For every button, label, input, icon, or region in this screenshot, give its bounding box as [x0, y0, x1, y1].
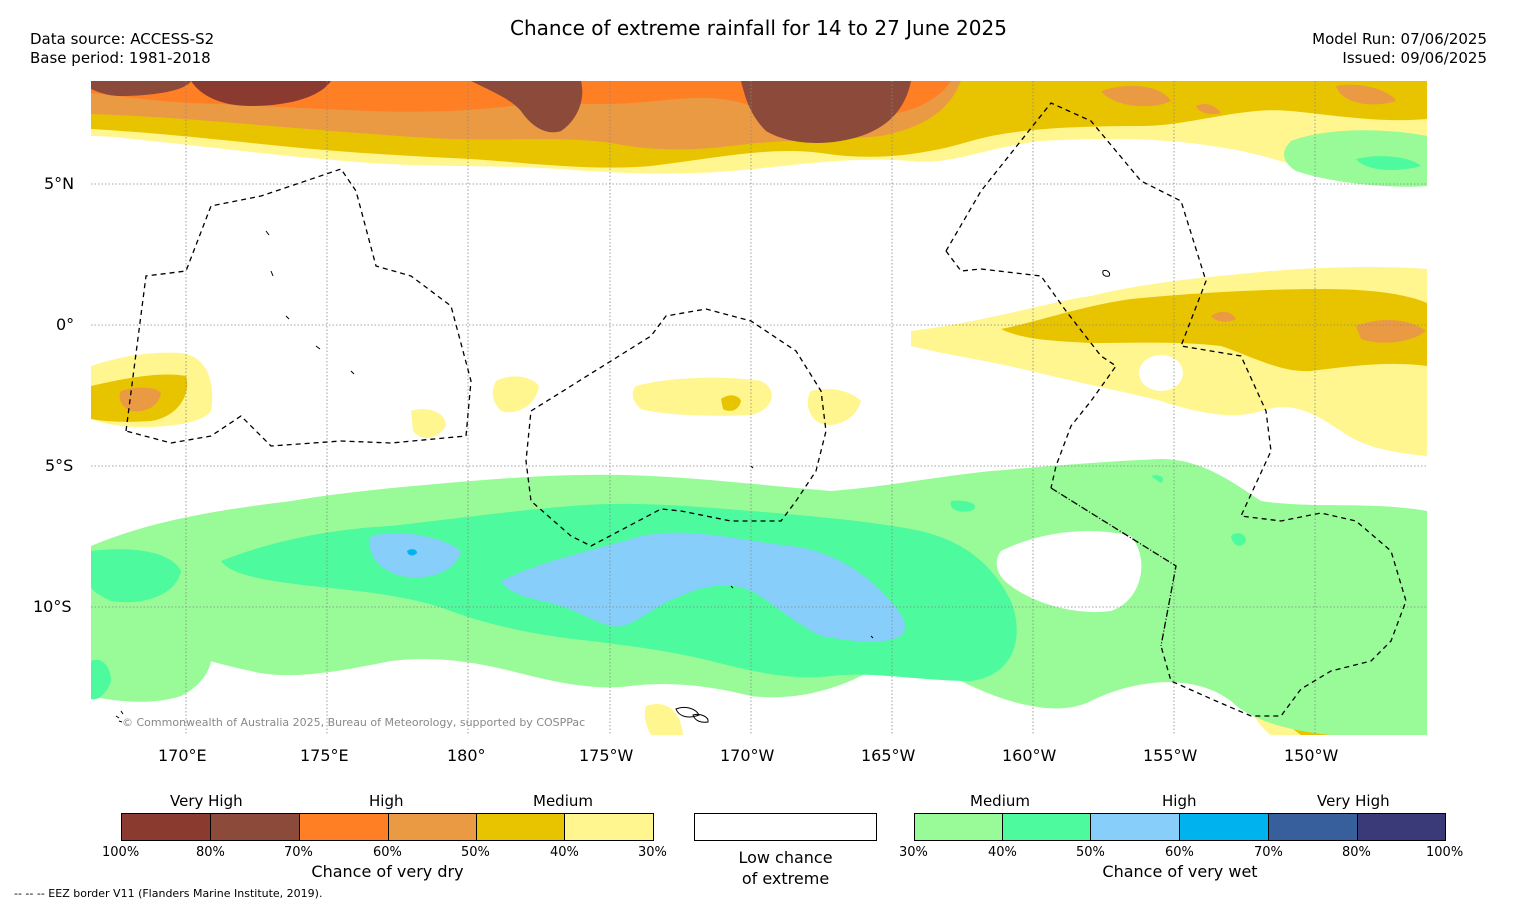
wet-category-very-high: Very High — [1317, 792, 1390, 810]
map-title: Chance of extreme rainfall for 14 to 27 … — [510, 16, 1007, 40]
lat-label-10s: 10°S — [33, 597, 72, 616]
wet-colorbar — [914, 813, 1446, 841]
wet-swatch-4 — [1180, 814, 1269, 840]
wet-tick-70: 70% — [1254, 845, 1283, 860]
lat-label-5s: 5°S — [45, 456, 74, 475]
wet-tick-50: 50% — [1076, 845, 1105, 860]
eez-footnote: -- -- -- EEZ border V11 (Flanders Marine… — [14, 887, 323, 900]
lon-label-170w: 170°W — [720, 746, 775, 765]
dry-swatch-4 — [389, 814, 477, 840]
lon-label-170e: 170°E — [158, 746, 207, 765]
dry-band-north — [91, 81, 1427, 182]
lat-label-0: 0° — [56, 315, 75, 334]
wet-swatch-3 — [1091, 814, 1180, 840]
wet-swatch-6 — [1358, 814, 1445, 840]
lat-label-5n: 5°N — [44, 174, 75, 193]
lon-label-165w: 165°W — [861, 746, 916, 765]
neutral-caption-line2: of extreme — [741, 869, 830, 888]
wet-swatch-5 — [1269, 814, 1358, 840]
wet-patch-northeast — [1284, 130, 1427, 187]
islands — [115, 230, 1110, 723]
eez-borders — [125, 102, 1407, 717]
wet-tick-60: 60% — [1165, 845, 1194, 860]
run-info: Model Run: 07/06/2025 Issued: 09/06/2025 — [1312, 30, 1487, 68]
issued-text: Issued: 09/06/2025 — [1342, 49, 1487, 67]
lon-label-180: 180° — [447, 746, 486, 765]
dry-category-high: High — [369, 792, 404, 810]
wet-tick-100: 100% — [1426, 845, 1464, 860]
dry-category-very-high: Very High — [170, 792, 243, 810]
dry-tick-40: 40% — [550, 845, 579, 860]
dry-tick-50: 50% — [461, 845, 490, 860]
neutral-caption-line1: Low chance — [738, 848, 833, 867]
dry-legend-caption: Chance of very dry — [311, 862, 464, 881]
lon-label-175w: 175°W — [579, 746, 634, 765]
wet-tick-40: 40% — [988, 845, 1017, 860]
wet-tick-30: 30% — [899, 845, 928, 860]
model-run-text: Model Run: 07/06/2025 — [1312, 30, 1487, 48]
dry-swatch-3 — [300, 814, 389, 840]
data-source-text: Data source: ACCESS-S2 — [30, 30, 215, 48]
wet-tick-80: 80% — [1342, 845, 1371, 860]
copyright-text: © Commonwealth of Australia 2025, Bureau… — [122, 716, 586, 729]
dry-band-east — [911, 266, 1427, 456]
dry-tick-70: 70% — [284, 845, 313, 860]
dry-tick-80: 80% — [196, 845, 225, 860]
dry-patch-west — [91, 352, 213, 428]
lon-label-175e: 175°E — [300, 746, 349, 765]
wet-category-medium: Medium — [970, 792, 1030, 810]
dry-colorbar — [121, 813, 654, 841]
lon-label-155w: 155°W — [1143, 746, 1198, 765]
dry-tick-30: 30% — [638, 845, 667, 860]
wet-swatch-1 — [915, 814, 1003, 840]
lon-label-150w: 150°W — [1284, 746, 1339, 765]
wet-legend-caption: Chance of very wet — [1102, 862, 1258, 881]
dry-swatch-2 — [211, 814, 300, 840]
base-period-text: Base period: 1981-2018 — [30, 49, 211, 67]
wet-band-south — [91, 459, 1427, 735]
rainfall-map — [91, 81, 1427, 735]
neutral-swatch — [694, 813, 877, 841]
dry-swatch-6 — [565, 814, 653, 840]
wet-category-high: High — [1162, 792, 1197, 810]
dry-category-medium: Medium — [533, 792, 593, 810]
dry-tick-60: 60% — [373, 845, 402, 860]
dry-swatch-1 — [122, 814, 211, 840]
dry-swatch-5 — [477, 814, 565, 840]
maritime-boundary — [1050, 487, 1177, 647]
gridlines — [91, 81, 1427, 735]
dry-tick-100: 100% — [102, 845, 140, 860]
data-info: Data source: ACCESS-S2 Base period: 1981… — [30, 30, 214, 68]
lon-label-160w: 160°W — [1002, 746, 1057, 765]
wet-swatch-2 — [1003, 814, 1091, 840]
